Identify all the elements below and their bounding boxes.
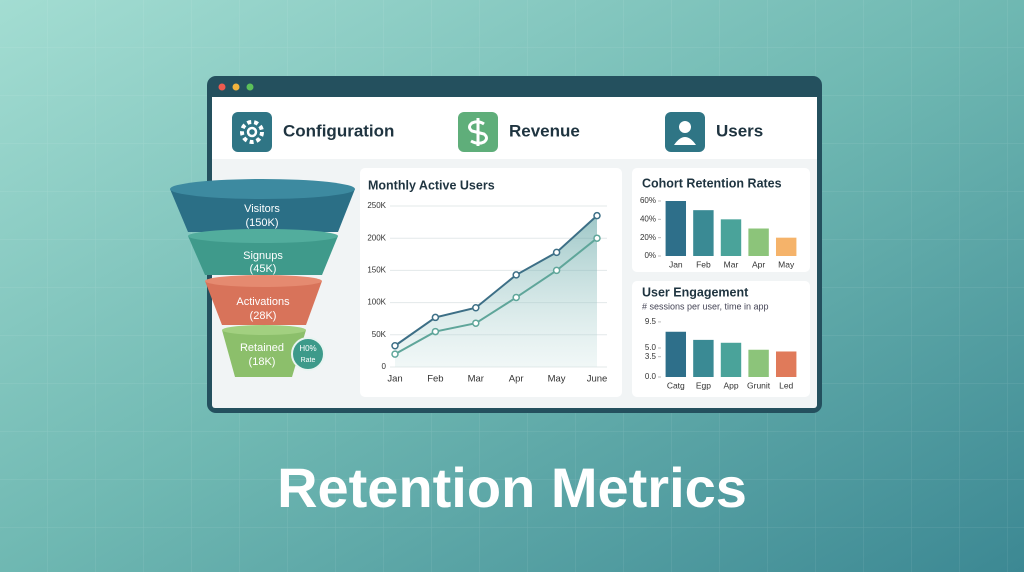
x-tick-label: Apr [509,374,524,385]
funnel-value: (18K) [249,356,276,368]
window-maximize[interactable] [246,83,254,91]
y-tick-label: 0.0 [645,372,657,381]
funnel-top [188,229,338,243]
funnel-top [205,275,322,287]
data-point [472,319,480,327]
nav-bar [212,97,817,159]
nav-users[interactable]: Users [665,112,763,152]
gear-icon-center [246,126,258,138]
nav-label: Users [716,121,763,140]
window-minimize[interactable] [232,83,240,91]
dollar-icon [468,118,488,146]
data-point [431,313,440,322]
nav-revenue[interactable]: Revenue [458,112,580,152]
funnel-label: Signups [243,250,283,262]
funnel-value: (150K) [245,217,278,229]
funnel-label: Retained [240,342,284,354]
x-tick-label: May [778,259,795,269]
x-tick-label: Apr [752,259,765,269]
bar [693,210,714,256]
funnel: Visitors (150K) Signups (45K) Activation… [170,179,355,377]
badge-value: H0% [299,344,316,353]
x-tick-label: Jan [387,374,402,385]
x-tick-label: Feb [696,259,711,269]
x-tick-label: Mar [724,259,739,269]
y-tick-label: 5.0 [645,343,657,352]
data-point [431,327,440,336]
funnel-value: (28K) [250,310,277,322]
data-point [391,350,399,358]
x-tick-label: Egp [696,380,711,390]
x-tick-label: Feb [427,374,443,385]
x-tick-label: Jan [669,259,683,269]
badge-label: Rate [301,357,316,364]
x-tick-label: App [723,380,738,390]
data-point [391,341,399,350]
nav-configuration[interactable]: Configuration [232,112,394,152]
y-tick-label: 200K [367,233,386,242]
data-point [552,248,561,257]
data-point [593,211,601,220]
bar [748,349,769,377]
funnel-top [222,325,306,335]
y-tick-label: 0 [382,362,387,371]
y-tick-label: 3.5 [645,352,657,361]
bar [720,342,742,377]
line-series [394,214,598,347]
rate-badge [291,337,325,371]
x-tick-label: Catg [667,380,685,390]
x-tick-label: May [548,374,566,385]
chart-title: Monthly Active Users [368,178,495,192]
y-tick-label: 50K [372,330,387,339]
chart-title: Cohort Retention Rates [642,176,782,190]
data-point [472,304,480,312]
bar [748,228,769,256]
user-icon-body [674,137,696,145]
funnel-label: Visitors [244,203,280,215]
y-tick-label: 40% [640,214,656,223]
nav-label: Revenue [509,121,580,140]
chart-title: User Engagement [642,285,749,299]
y-tick-label: 60% [640,196,656,205]
bar [665,331,687,377]
nav-icon [232,112,272,152]
bar [665,201,687,256]
chart-subtitle: # sessions per user, time in app [642,301,769,311]
y-tick-label: 9.5 [645,317,657,326]
funnel-stage [222,330,306,377]
x-tick-label: Mar [468,374,484,385]
funnel-stage [188,236,338,275]
x-tick-label: Led [779,380,793,390]
x-tick-label: Grunit [747,380,771,390]
funnel-value: (45K) [250,263,277,275]
funnel-stage [170,189,355,232]
x-tick-label: June [587,374,608,385]
funnel-top [170,179,355,199]
y-tick-label: 100K [367,298,386,307]
funnel-stage [205,281,322,325]
y-tick-label: 20% [640,233,656,242]
bar [775,237,797,256]
y-tick-label: 0% [644,251,656,260]
window-close[interactable] [218,83,226,91]
data-point [512,293,520,302]
data-point [593,234,601,242]
bar [720,219,742,256]
data-point [512,271,520,279]
y-tick-label: 150K [367,266,386,275]
page-heading: Retention Metrics [277,456,747,519]
y-tick-label: 250K [367,201,386,210]
nav-label: Configuration [283,121,394,140]
bar [775,351,797,377]
data-point [552,266,561,275]
gear-icon [240,120,264,144]
user-icon-head [679,121,691,133]
bar [693,339,714,377]
line-series [394,237,598,355]
funnel-label: Activations [236,296,290,308]
